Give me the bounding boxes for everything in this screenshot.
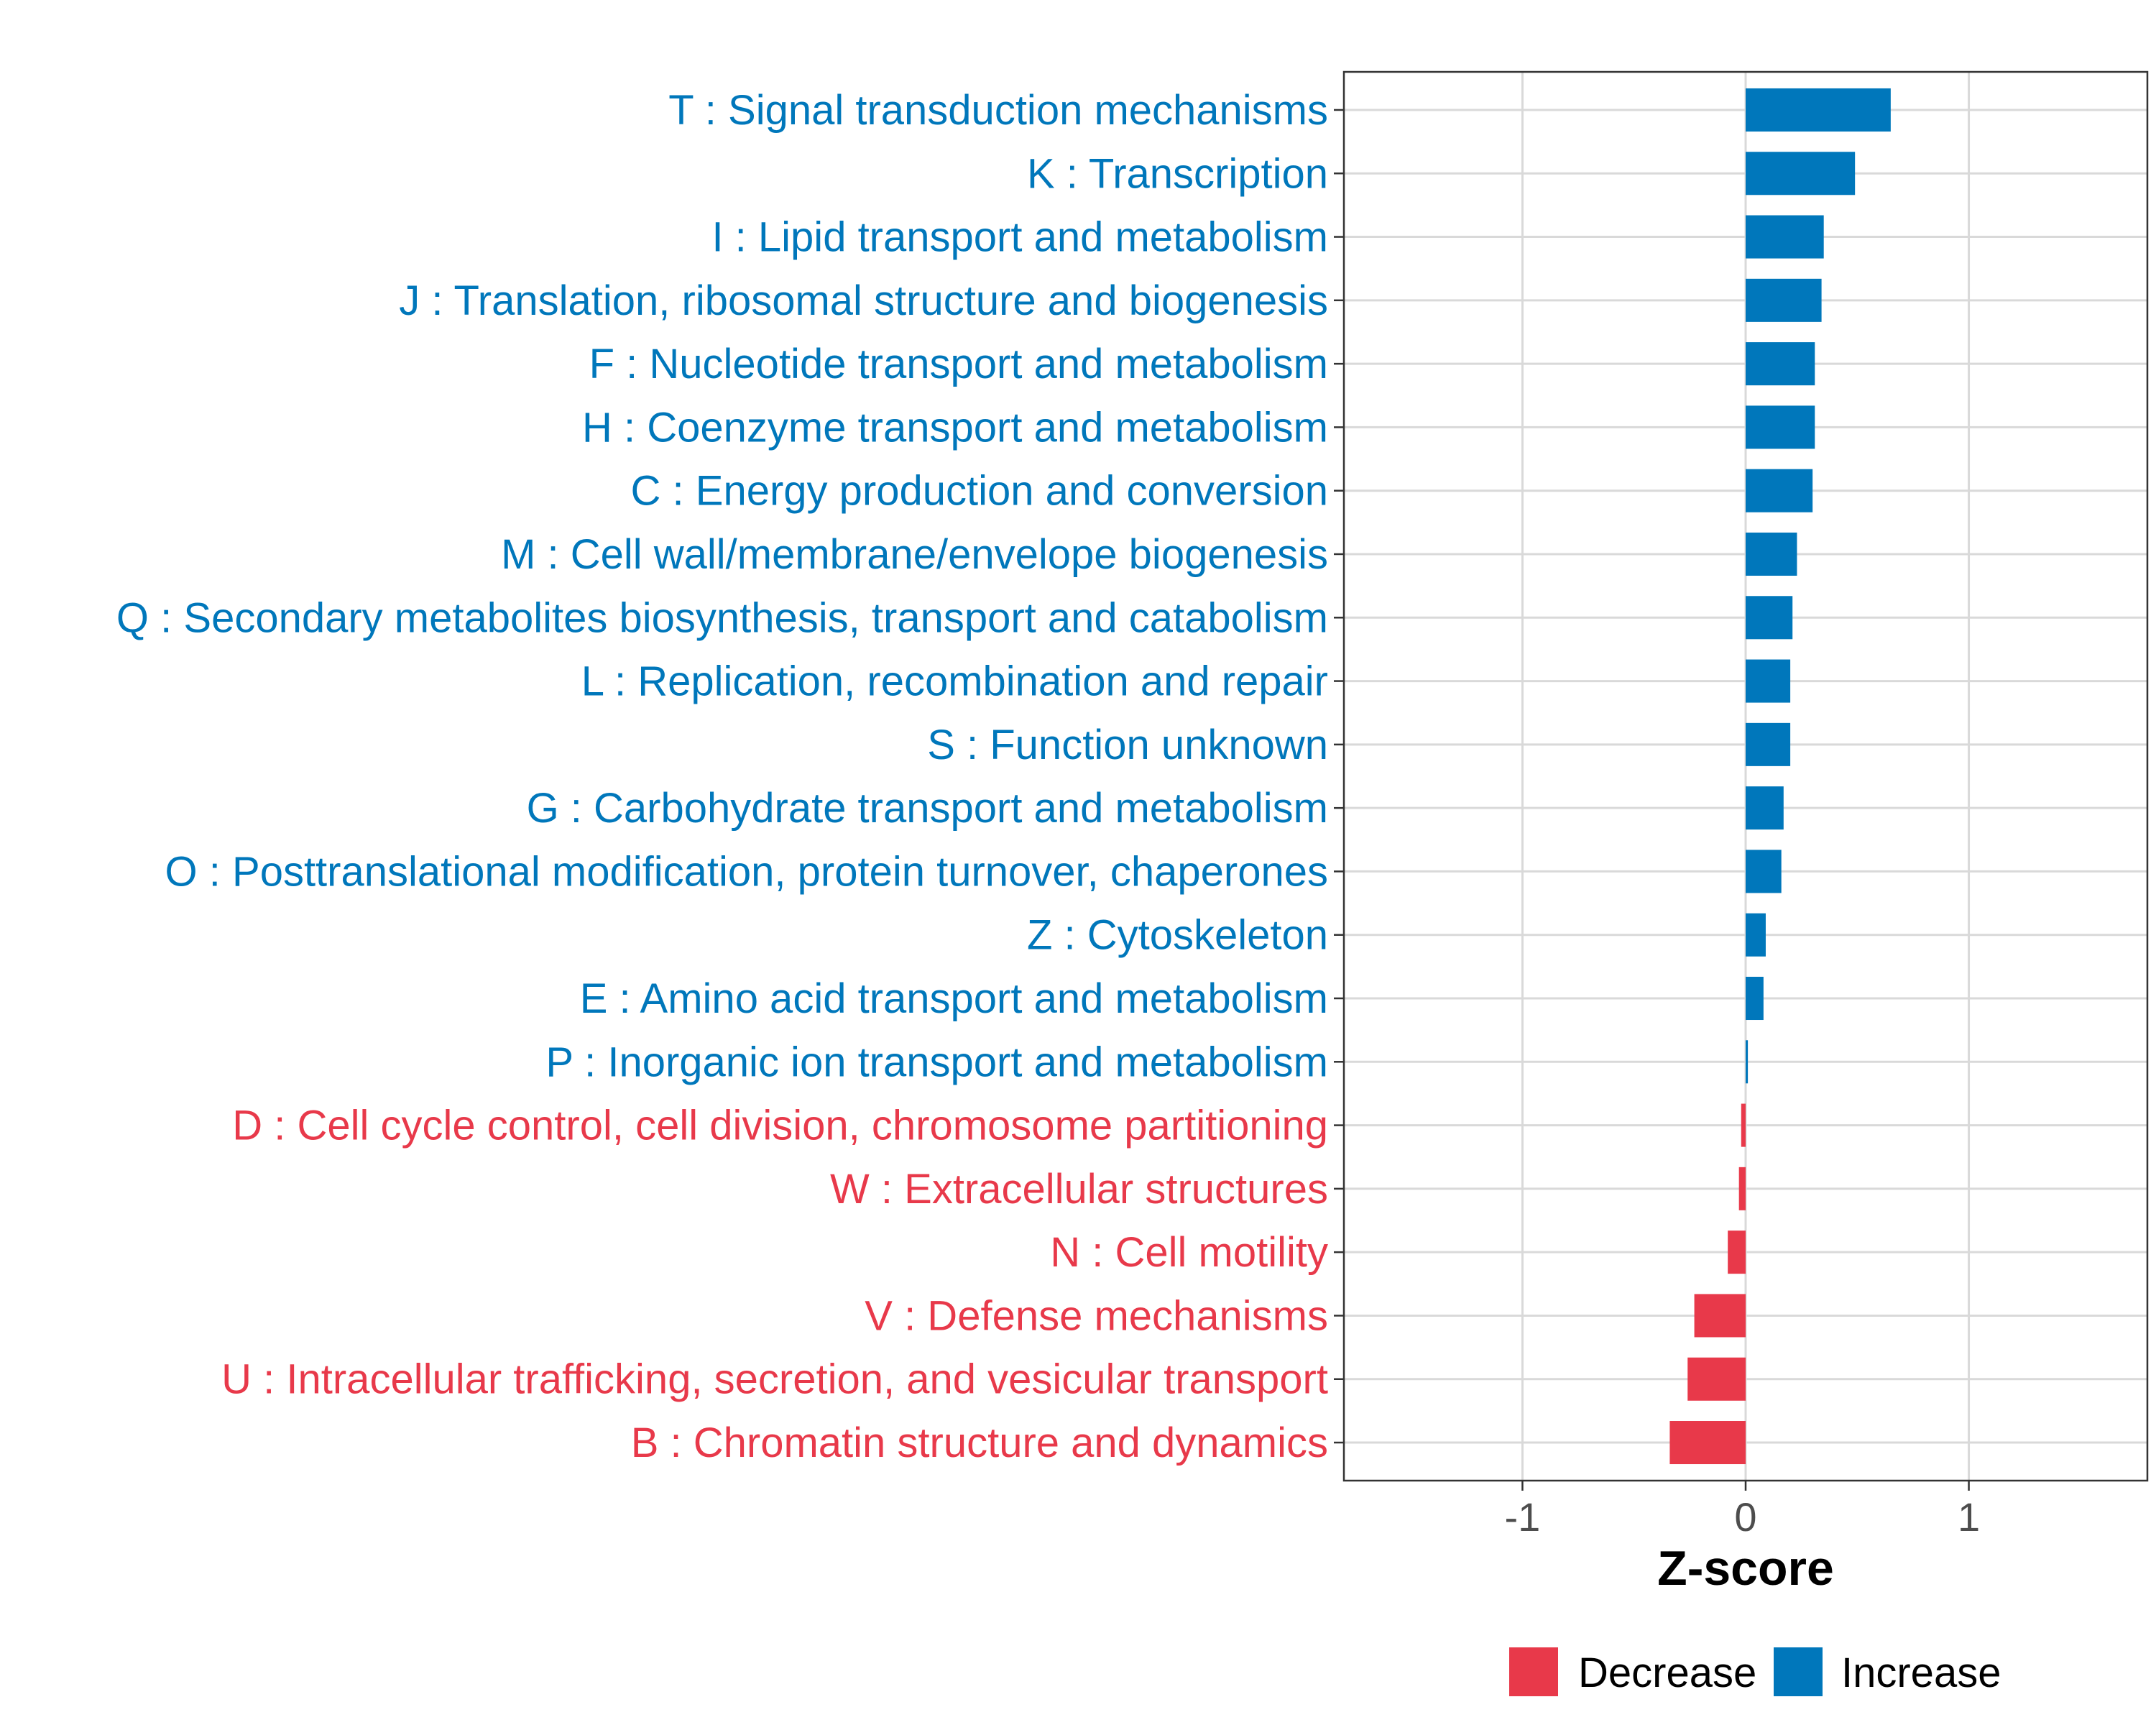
bar (1746, 786, 1784, 830)
bar (1746, 278, 1822, 322)
x-tick-label: 1 (1958, 1494, 1980, 1540)
x-tick-label: 0 (1734, 1494, 1756, 1540)
category-label: V : Defense mechanisms (865, 1292, 1328, 1339)
bar (1746, 342, 1815, 386)
category-label: K : Transcription (1027, 150, 1328, 197)
bar (1746, 722, 1791, 766)
legend-label-decrease: Decrease (1578, 1650, 1756, 1696)
category-label: F : Nucleotide transport and metabolism (589, 341, 1328, 387)
category-label: P : Inorganic ion transport and metaboli… (545, 1039, 1328, 1085)
y-axis-ticks (1334, 109, 1344, 1444)
bars (1669, 88, 1891, 1465)
category-label: W : Extracellular structures (830, 1166, 1328, 1213)
legend-key-increase (1774, 1647, 1823, 1696)
category-label: C : Energy production and conversion (631, 468, 1328, 515)
bar (1746, 659, 1791, 703)
x-axis-title: Z-score (1657, 1541, 1834, 1596)
bar (1746, 152, 1856, 196)
category-label: T : Signal transduction mechanisms (668, 87, 1328, 134)
bar (1746, 88, 1891, 132)
category-label: N : Cell motility (1050, 1229, 1328, 1276)
bar (1728, 1230, 1746, 1274)
category-label: E : Amino acid transport and metabolism (580, 975, 1328, 1022)
bar (1746, 215, 1824, 259)
category-label: L : Replication, recombination and repai… (581, 658, 1328, 705)
category-label: S : Function unknown (927, 722, 1328, 768)
bar (1746, 469, 1813, 512)
bar (1669, 1421, 1746, 1465)
category-label: I : Lipid transport and metabolism (711, 214, 1328, 261)
bar (1746, 532, 1797, 576)
category-label: Q : Secondary metabolites biosynthesis, … (116, 594, 1328, 641)
bar (1746, 913, 1766, 957)
legend-label-increase: Increase (1841, 1650, 2001, 1696)
category-label: G : Carbohydrate transport and metabolis… (527, 785, 1328, 832)
bar (1741, 1103, 1746, 1147)
category-label: J : Translation, ribosomal structure and… (399, 277, 1328, 324)
category-label: O : Posttranslational modification, prot… (165, 848, 1328, 895)
legend-key-decrease (1509, 1647, 1558, 1696)
x-axis-tick-labels: -1 0 1 (1505, 1494, 1981, 1540)
x-axis-ticks (1521, 1481, 1970, 1491)
category-label: H : Coenzyme transport and metabolism (582, 404, 1328, 451)
bar (1746, 405, 1815, 449)
bar (1738, 1167, 1746, 1210)
category-label: M : Cell wall/membrane/envelope biogenes… (501, 531, 1328, 578)
bar (1694, 1294, 1746, 1338)
category-label: B : Chromatin structure and dynamics (631, 1420, 1328, 1466)
category-label: U : Intracellular trafficking, secretion… (221, 1356, 1328, 1403)
x-tick-label: -1 (1505, 1494, 1541, 1540)
category-label: D : Cell cycle control, cell division, c… (232, 1103, 1328, 1149)
bar (1746, 850, 1782, 893)
bar (1746, 976, 1764, 1021)
category-labels: T : Signal transduction mechanisms K : Tr… (116, 87, 1328, 1466)
bar (1746, 596, 1793, 640)
legend: Decrease Increase (1509, 1647, 2001, 1696)
bar (1687, 1357, 1746, 1401)
bar (1746, 1040, 1749, 1084)
category-label: Z : Cytoskeleton (1027, 912, 1328, 959)
